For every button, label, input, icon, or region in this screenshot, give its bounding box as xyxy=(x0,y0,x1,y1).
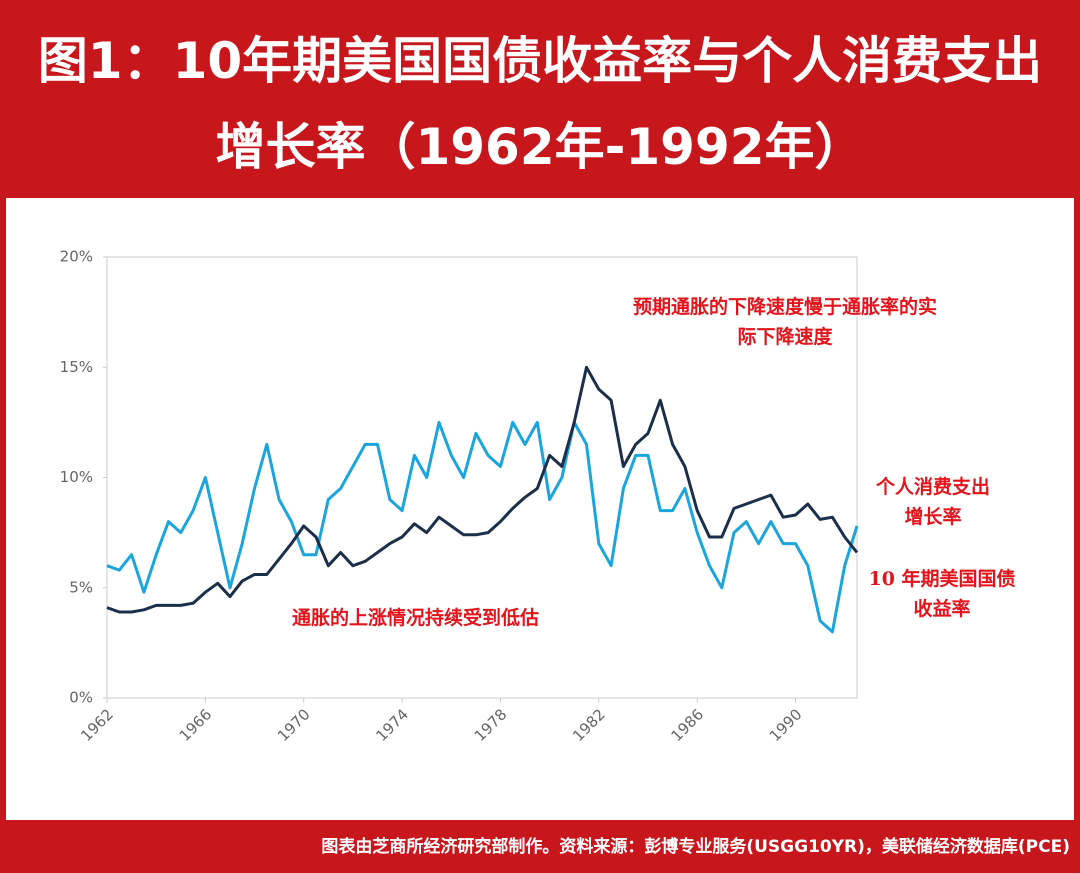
series-label: 个人消费支出增长率 xyxy=(875,476,990,528)
x-tick-label: 1986 xyxy=(667,705,707,745)
annotation: 通胀的上涨情况持续受到低估 xyxy=(292,607,540,629)
x-tick-label: 1970 xyxy=(274,705,314,745)
x-tick-label: 1978 xyxy=(471,705,511,745)
chart-title: 图1：10年期美国国债收益率与个人消费支出增长率（1962年-1992年） xyxy=(37,32,1043,176)
source-note: 图表由芝商所经济研究部制作。资料来源：彭博专业服务(USGG10YR)，美联储经… xyxy=(321,837,1070,857)
line-series xyxy=(106,420,859,634)
x-tick-label: 1990 xyxy=(766,705,806,745)
annotation: 预期通胀的下降速度慢于通胀率的实际下降速度 xyxy=(632,296,937,348)
line-series xyxy=(106,365,859,614)
x-tick-label: 1962 xyxy=(77,705,117,745)
x-tick-label: 1974 xyxy=(372,705,412,745)
y-tick-label: 20% xyxy=(60,248,93,266)
x-tick-label: 1966 xyxy=(176,705,216,745)
y-tick-label: 10% xyxy=(60,468,93,486)
chart-panel xyxy=(6,198,1074,820)
y-tick-label: 0% xyxy=(69,689,93,707)
y-tick-label: 15% xyxy=(60,358,93,376)
x-tick-label: 1982 xyxy=(569,705,609,745)
series-label: 10 年期美国国债收益率 xyxy=(868,568,1016,620)
y-tick-label: 5% xyxy=(69,578,93,596)
